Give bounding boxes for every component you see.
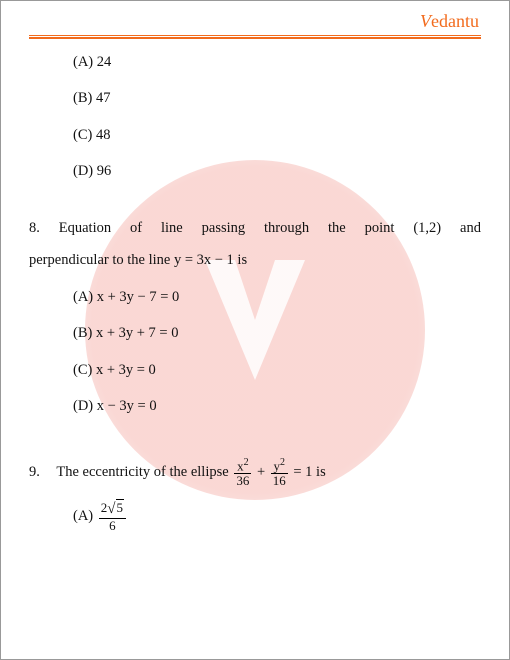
- q9-opt-a: (A) 2√5 6: [73, 501, 481, 532]
- q9-frac-y: y2 16: [271, 458, 288, 488]
- brand-logo: Vedantu: [420, 11, 479, 32]
- q7-opt-a: (A) 24: [73, 51, 481, 73]
- q7-options: (A) 24 (B) 47 (C) 48 (D) 96: [73, 51, 481, 183]
- q9-options: (A) 2√5 6: [73, 501, 481, 532]
- q8-opt-d: (D) x − 3y = 0: [73, 395, 481, 417]
- question-9: 9. The eccentricity of the ellipse x2 36…: [29, 458, 481, 488]
- q7-opt-c: (C) 48: [73, 124, 481, 146]
- q8-options: (A) x + 3y − 7 = 0 (B) x + 3y + 7 = 0 (C…: [73, 286, 481, 418]
- q8-opt-b: (B) x + 3y + 7 = 0: [73, 322, 481, 344]
- q7-opt-b: (B) 47: [73, 87, 481, 109]
- q8-num: 8.: [29, 217, 40, 239]
- q9-frac-x: x2 36: [234, 458, 251, 488]
- q8-line2: perpendicular to the line y = 3x − 1 is: [29, 249, 481, 271]
- q9-num: 9.: [29, 461, 53, 483]
- question-8: 8. Equation of line passing through the …: [29, 217, 481, 272]
- header-rule: [29, 35, 481, 39]
- q7-opt-d: (D) 96: [73, 160, 481, 182]
- q8-opt-a: (A) x + 3y − 7 = 0: [73, 286, 481, 308]
- page-content: (A) 24 (B) 47 (C) 48 (D) 96 8. Equation …: [29, 51, 481, 533]
- q8-opt-c: (C) x + 3y = 0: [73, 359, 481, 381]
